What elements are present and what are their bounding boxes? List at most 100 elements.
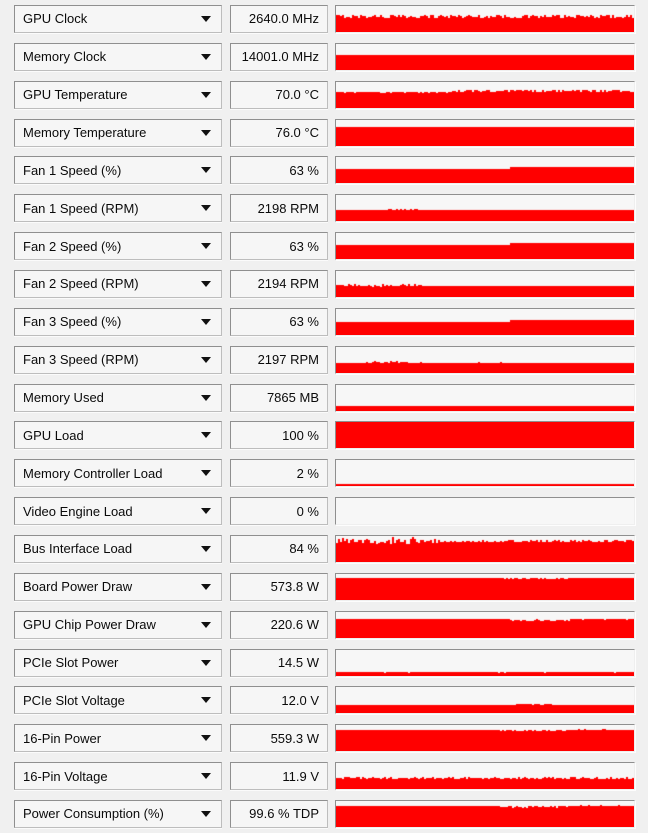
sensor-history-canvas [336,573,634,600]
sensor-row: Power Consumption (%) 99.6 % TDP [0,795,648,833]
sensor-history-canvas [336,195,634,222]
sensor-select-dropdown[interactable]: PCIe Slot Power [14,648,222,677]
sensor-history-graph [335,194,635,223]
chevron-down-icon[interactable] [201,167,211,174]
sensor-value: 7865 MB [230,383,328,412]
chevron-down-icon[interactable] [201,735,211,742]
sensor-label: Power Consumption (%) [23,806,164,822]
sensor-row: Memory Used 7865 MB [0,379,648,417]
chevron-down-icon[interactable] [201,356,211,363]
chevron-down-icon[interactable] [201,15,211,22]
sensor-history-canvas [336,800,634,827]
sensor-history-graph [335,421,635,450]
chevron-down-icon[interactable] [201,243,211,250]
sensor-value-text: 559.3 W [270,730,319,746]
sensor-row: GPU Clock 2640.0 MHz [0,0,648,38]
sensor-history-canvas [336,346,634,373]
sensor-label: Video Engine Load [23,503,133,519]
sensor-history-canvas [336,270,634,297]
sensor-row: GPU Load 100 % [0,416,648,454]
sensor-select-dropdown[interactable]: Fan 3 Speed (RPM) [14,345,222,374]
sensor-select-dropdown[interactable]: Memory Temperature [14,118,222,147]
sensor-select-dropdown[interactable]: GPU Chip Power Draw [14,610,222,639]
sensor-value-text: 2194 RPM [257,276,319,292]
sensor-value-text: 100 % [282,427,319,443]
sensor-history-graph [335,383,635,412]
sensor-row: Memory Controller Load 2 % [0,454,648,492]
sensor-select-dropdown[interactable]: Fan 2 Speed (RPM) [14,269,222,298]
sensor-value-text: 14001.0 MHz [241,49,319,65]
sensor-history-graph [335,345,635,374]
sensor-value: 573.8 W [230,572,328,601]
sensor-select-dropdown[interactable]: Bus Interface Load [14,534,222,563]
sensor-label: Memory Controller Load [23,465,163,481]
sensor-row: PCIe Slot Voltage 12.0 V [0,681,648,719]
sensor-row: PCIe Slot Power 14.5 W [0,644,648,682]
chevron-down-icon[interactable] [201,545,211,552]
sensor-label: GPU Chip Power Draw [23,617,156,633]
sensor-select-dropdown[interactable]: Video Engine Load [14,497,222,526]
sensor-value: 63 % [230,307,328,336]
sensor-history-graph [335,648,635,677]
sensor-select-dropdown[interactable]: GPU Clock [14,4,222,33]
chevron-down-icon[interactable] [201,91,211,98]
sensor-history-graph [335,118,635,147]
sensor-value: 76.0 °C [230,118,328,147]
chevron-down-icon[interactable] [201,773,211,780]
sensor-select-dropdown[interactable]: Memory Clock [14,42,222,71]
sensor-label: Fan 1 Speed (RPM) [23,200,139,216]
sensor-label: Memory Used [23,390,104,406]
sensor-history-canvas [336,157,634,184]
sensor-select-dropdown[interactable]: 16-Pin Power [14,724,222,753]
chevron-down-icon[interactable] [201,205,211,212]
sensor-value: 14001.0 MHz [230,42,328,71]
sensor-value-text: 2198 RPM [257,200,319,216]
sensor-history-graph [335,269,635,298]
chevron-down-icon[interactable] [201,508,211,515]
sensor-value: 2 % [230,459,328,488]
sensor-label: GPU Temperature [23,87,128,103]
sensor-history-canvas [336,687,634,714]
sensor-value: 14.5 W [230,648,328,677]
sensor-row: Fan 2 Speed (RPM) 2194 RPM [0,265,648,303]
sensor-value-text: 14.5 W [277,655,319,671]
sensor-label: Board Power Draw [23,579,133,595]
sensor-select-dropdown[interactable]: Fan 1 Speed (RPM) [14,194,222,223]
chevron-down-icon[interactable] [201,129,211,136]
sensor-row: Fan 2 Speed (%) 63 % [0,227,648,265]
sensor-select-dropdown[interactable]: Memory Controller Load [14,459,222,488]
sensor-select-dropdown[interactable]: Memory Used [14,383,222,412]
chevron-down-icon[interactable] [201,621,211,628]
sensor-label: 16-Pin Power [23,730,102,746]
chevron-down-icon[interactable] [201,318,211,325]
sensor-select-dropdown[interactable]: Power Consumption (%) [14,799,222,828]
sensor-row: Board Power Draw 573.8 W [0,568,648,606]
sensor-select-dropdown[interactable]: Fan 2 Speed (%) [14,232,222,261]
sensor-select-dropdown[interactable]: GPU Load [14,421,222,450]
sensor-value: 12.0 V [230,686,328,715]
chevron-down-icon[interactable] [201,394,211,401]
sensor-label: Memory Clock [23,49,107,65]
chevron-down-icon[interactable] [201,583,211,590]
sensor-value-text: 2 % [296,465,319,481]
chevron-down-icon[interactable] [201,659,211,666]
sensor-history-canvas [336,5,634,32]
sensor-value-text: 7865 MB [266,390,319,406]
sensor-select-dropdown[interactable]: Board Power Draw [14,572,222,601]
sensor-value-text: 573.8 W [270,579,319,595]
sensor-history-canvas [336,763,634,790]
sensor-select-dropdown[interactable]: GPU Temperature [14,80,222,109]
sensor-select-dropdown[interactable]: 16-Pin Voltage [14,762,222,791]
chevron-down-icon[interactable] [201,470,211,477]
sensor-select-dropdown[interactable]: PCIe Slot Voltage [14,686,222,715]
sensor-label: GPU Clock [23,11,88,27]
sensor-label: Fan 3 Speed (RPM) [23,352,139,368]
sensor-label: GPU Load [23,427,84,443]
chevron-down-icon[interactable] [201,280,211,287]
chevron-down-icon[interactable] [201,432,211,439]
chevron-down-icon[interactable] [201,53,211,60]
sensor-select-dropdown[interactable]: Fan 1 Speed (%) [14,156,222,185]
chevron-down-icon[interactable] [201,697,211,704]
chevron-down-icon[interactable] [201,810,211,817]
sensor-select-dropdown[interactable]: Fan 3 Speed (%) [14,307,222,336]
